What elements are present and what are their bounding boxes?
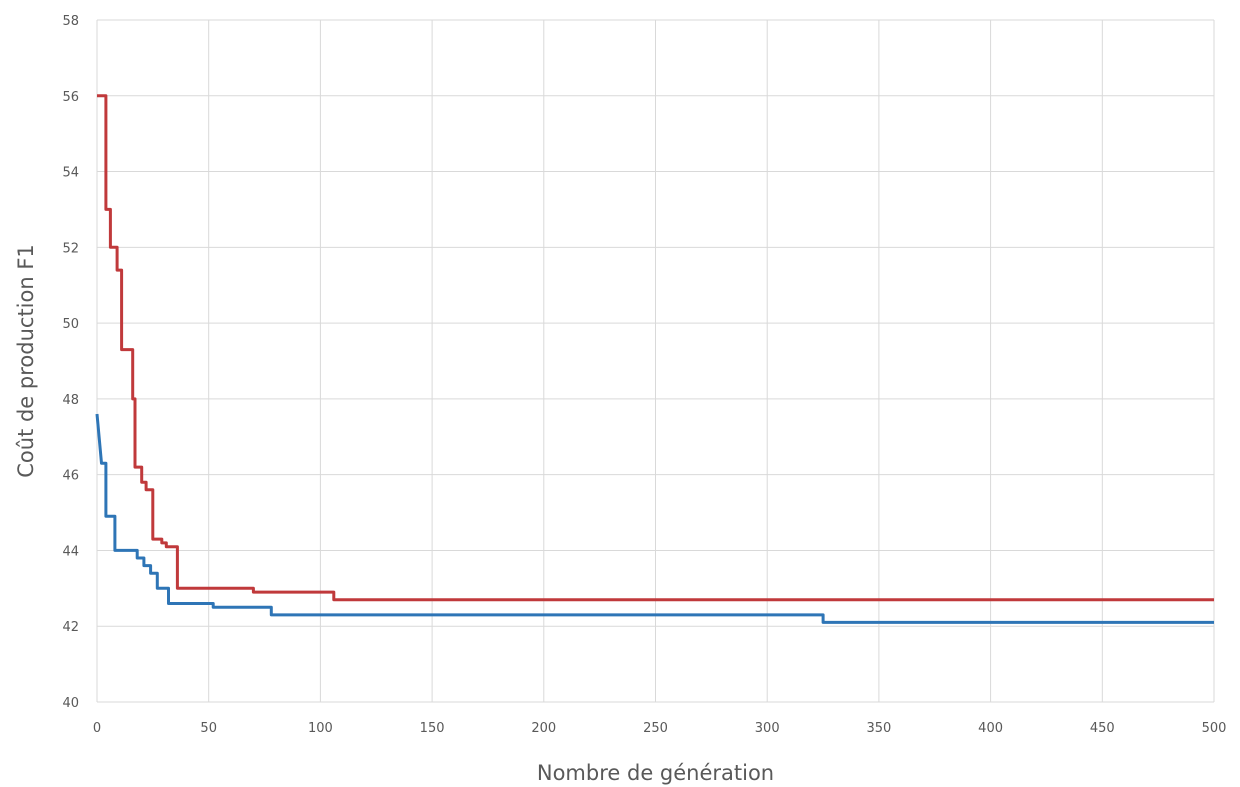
series-line-1 [97,94,1214,602]
x-tick-label: 300 [755,721,780,736]
x-tick-label: 0 [93,721,101,736]
x-tick-label: 500 [1202,721,1227,736]
y-tick-label: 46 [62,469,79,484]
y-axis-title: Coût de production F1 [14,244,38,478]
x-axis-ticks: 0 50 100 150 200 250 300 350 400 450 500 [93,721,1227,736]
x-tick-label: 150 [420,721,445,736]
x-tick-label: 350 [866,721,891,736]
x-tick-label: 100 [308,721,333,736]
y-tick-label: 52 [62,241,79,256]
y-tick-label: 44 [62,544,79,559]
y-tick-label: 58 [62,14,79,29]
series-line-2 [95,413,1214,624]
series-layer [95,94,1214,624]
y-tick-label: 54 [62,166,79,181]
x-axis-title: Nombre de génération [537,761,774,785]
y-tick-label: 56 [62,90,79,105]
y-tick-label: 48 [62,393,79,408]
y-tick-label: 42 [62,620,79,635]
x-tick-label: 50 [200,721,217,736]
x-tick-label: 450 [1090,721,1115,736]
y-axis-ticks: 40 42 44 46 48 50 52 54 56 58 [62,14,79,711]
y-tick-label: 50 [62,317,79,332]
x-tick-label: 400 [978,721,1003,736]
grid [96,19,1215,703]
y-tick-label: 40 [62,696,79,711]
x-tick-label: 200 [531,721,556,736]
x-tick-label: 250 [643,721,668,736]
